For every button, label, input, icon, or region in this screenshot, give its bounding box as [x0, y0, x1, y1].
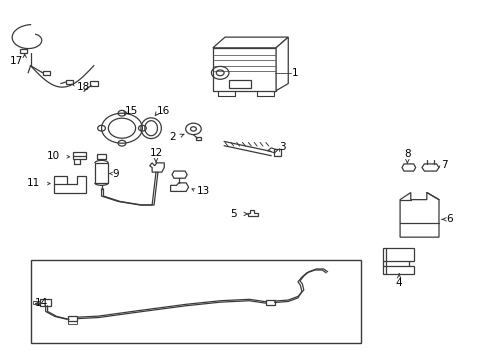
Bar	[30, 260, 361, 342]
Text: 7: 7	[441, 160, 447, 170]
Text: 6: 6	[445, 214, 451, 224]
Text: 2: 2	[168, 132, 175, 142]
Polygon shape	[149, 163, 164, 172]
Text: 8: 8	[403, 149, 410, 158]
Text: 15: 15	[124, 107, 137, 116]
Text: 3: 3	[279, 142, 285, 152]
Bar	[33, 301, 40, 304]
Text: 17: 17	[9, 57, 22, 66]
Bar	[73, 152, 85, 159]
Bar	[265, 300, 274, 305]
Text: 18: 18	[77, 82, 90, 92]
Polygon shape	[248, 210, 258, 216]
Bar	[196, 137, 201, 140]
Text: 13: 13	[197, 186, 210, 197]
Text: 1: 1	[291, 68, 298, 78]
Bar	[228, 80, 250, 88]
Text: 5: 5	[230, 208, 236, 219]
Bar	[273, 149, 281, 156]
Polygon shape	[54, 176, 86, 193]
Text: 4: 4	[395, 278, 402, 288]
Bar	[97, 154, 106, 158]
Bar	[20, 49, 27, 53]
Text: 12: 12	[149, 148, 163, 158]
Polygon shape	[170, 183, 188, 192]
Polygon shape	[421, 164, 438, 171]
Text: 10: 10	[46, 152, 60, 161]
Polygon shape	[382, 248, 413, 274]
Text: 9: 9	[112, 168, 119, 179]
Polygon shape	[172, 171, 187, 178]
Text: 14: 14	[34, 298, 48, 308]
Text: 16: 16	[157, 107, 170, 116]
Bar	[90, 81, 98, 86]
Bar	[212, 48, 276, 91]
Bar	[42, 71, 50, 75]
Bar	[67, 316, 77, 321]
Bar	[95, 163, 108, 183]
Polygon shape	[401, 164, 415, 171]
Bar	[40, 299, 51, 306]
Polygon shape	[276, 37, 287, 91]
Polygon shape	[399, 193, 438, 237]
Polygon shape	[212, 37, 287, 48]
Bar	[65, 80, 73, 84]
Text: 11: 11	[27, 178, 40, 188]
Bar	[67, 321, 77, 324]
